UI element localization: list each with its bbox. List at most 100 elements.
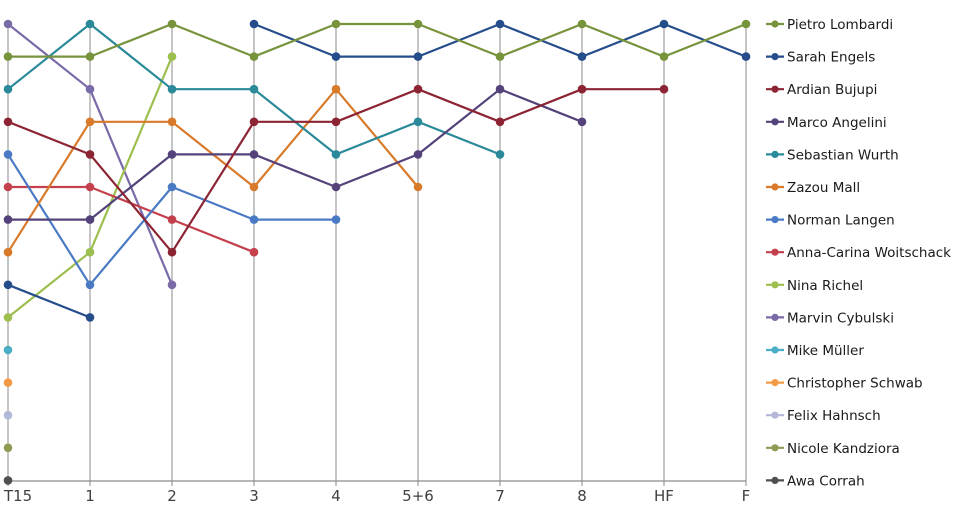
data-point [85, 84, 95, 94]
x-tick-label: 1 [85, 487, 95, 505]
series-zazou-mall [3, 84, 423, 257]
data-point [495, 117, 505, 127]
legend-item: Nicole Kandziora [766, 441, 900, 457]
x-tick-label: 4 [331, 487, 341, 505]
data-point [85, 52, 95, 61]
legend-label: Zazou Mall [787, 180, 860, 196]
legend-item: Felix Hahnsch [766, 408, 881, 424]
legend-label: Norman Langen [787, 213, 895, 229]
legend-label: Ardian Bujupi [787, 82, 877, 98]
data-point [659, 19, 669, 29]
data-point [331, 182, 341, 192]
data-point [167, 117, 177, 127]
data-point [3, 52, 13, 61]
legend-marker-icon [771, 53, 779, 61]
data-point [3, 19, 13, 29]
data-point [3, 378, 13, 387]
data-point [3, 476, 13, 485]
legend-item: Zazou Mall [766, 180, 860, 196]
legend-marker-icon [771, 411, 779, 419]
legend-item: Norman Langen [766, 213, 895, 229]
legend-marker-icon [771, 183, 779, 191]
data-point [741, 52, 751, 61]
legend-item: Ardian Bujupi [766, 82, 877, 98]
x-tick-label: 5+6 [402, 487, 434, 505]
data-point [249, 247, 259, 257]
x-tick-label: HF [654, 487, 674, 505]
legend-marker-icon [771, 20, 779, 28]
data-point [85, 313, 95, 322]
series-lines [3, 19, 751, 485]
data-point [249, 117, 259, 127]
legend-item: Pietro Lombardi [766, 17, 893, 33]
data-point [167, 52, 177, 61]
data-point [659, 52, 669, 61]
data-point [167, 215, 177, 224]
data-point [167, 182, 177, 192]
data-point [413, 182, 423, 192]
data-point [577, 84, 587, 94]
series-ardian-bujupi [3, 84, 669, 257]
legend-marker-icon [771, 248, 779, 256]
series-awa-corrah [3, 476, 13, 485]
legend-label: Marco Angelini [787, 115, 887, 131]
data-point [85, 247, 95, 257]
data-point [249, 215, 259, 224]
data-point [85, 19, 95, 29]
data-point [331, 150, 341, 159]
legend-label: Pietro Lombardi [787, 17, 893, 33]
legend-label: Nicole Kandziora [787, 441, 900, 457]
data-point [577, 52, 587, 61]
legend-label: Awa Corrah [787, 473, 865, 489]
series-mike-m-ller [3, 345, 13, 355]
series-nicole-kandziora [3, 443, 13, 453]
legend-item: Mike Müller [766, 343, 864, 359]
series-line [8, 88, 583, 221]
data-point [249, 84, 259, 94]
legend-marker-icon [771, 118, 779, 126]
legend-item: Marvin Cybulski [766, 310, 894, 326]
series-marco-angelini [3, 84, 587, 224]
data-point [3, 117, 13, 127]
data-point [3, 443, 13, 453]
x-tick-label: 8 [577, 487, 587, 505]
data-point [85, 117, 95, 127]
legend-item: Anna-Carina Woitschack [766, 245, 951, 261]
series-pietro-lombardi [3, 19, 751, 61]
data-point [3, 84, 13, 94]
legend-marker-icon [771, 346, 779, 354]
legend-label: Sebastian Wurth [787, 147, 899, 163]
data-point [3, 345, 13, 355]
series-felix-hahnsch [3, 410, 13, 420]
legend-label: Nina Richel [787, 278, 863, 294]
data-point [495, 84, 505, 94]
data-point [249, 150, 259, 159]
data-point [577, 117, 587, 127]
data-point [249, 182, 259, 192]
data-point [3, 280, 13, 290]
legend-label: Felix Hahnsch [787, 408, 881, 424]
data-point [167, 84, 177, 94]
legend: Pietro Lombardi Sarah Engels Ardian Bujupi… [766, 17, 951, 489]
x-tick-label: F [742, 487, 751, 505]
data-point [85, 150, 95, 159]
series-sebastian-wurth [3, 19, 505, 159]
data-point [741, 19, 751, 29]
x-tick-label: 2 [167, 487, 177, 505]
data-point [495, 52, 505, 61]
x-tick-label: 3 [249, 487, 259, 505]
legend-label: Mike Müller [787, 343, 864, 359]
data-point [413, 84, 423, 94]
data-point [413, 150, 423, 159]
legend-label: Sarah Engels [787, 50, 875, 66]
legend-marker-icon [771, 476, 779, 484]
data-point [3, 150, 13, 159]
data-point [249, 52, 259, 61]
legend-marker-icon [771, 216, 779, 224]
data-point [167, 247, 177, 257]
data-point [331, 215, 341, 224]
data-point [3, 247, 13, 257]
data-point [331, 52, 341, 61]
data-point [495, 19, 505, 29]
